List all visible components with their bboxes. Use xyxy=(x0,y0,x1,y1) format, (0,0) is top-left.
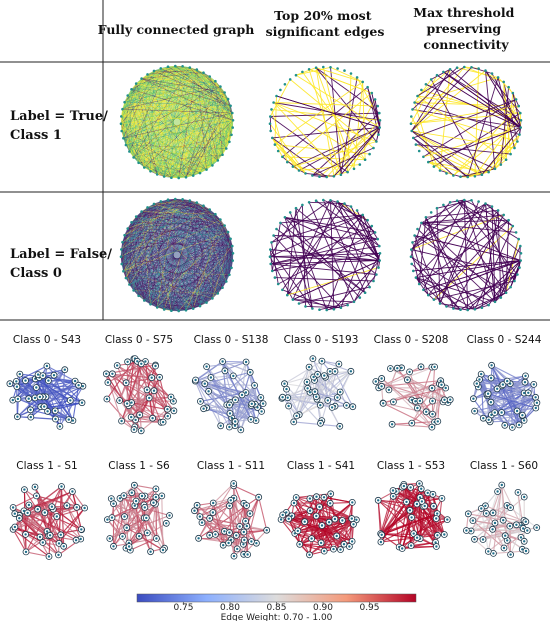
colorbar xyxy=(136,593,417,603)
network-class0-s244 xyxy=(469,361,541,431)
network-class0-s75 xyxy=(102,355,178,435)
panel-title-class0-s208: Class 0 - S208 xyxy=(374,334,449,346)
row-label-false: Label = False/ Class 0 xyxy=(10,247,117,281)
network-class1-s60 xyxy=(462,481,541,558)
panel-title-class0-s75: Class 0 - S75 xyxy=(105,334,173,346)
graph-true-fully-connected xyxy=(119,64,235,180)
panel-title-class1-s11: Class 1 - S11 xyxy=(197,460,265,472)
graph-false-fully-connected xyxy=(119,197,235,313)
network-class1-s6 xyxy=(104,481,173,556)
network-class1-s1 xyxy=(9,483,88,560)
panel-title-class0-s138: Class 0 - S138 xyxy=(194,334,269,346)
panel-title-class0-s193: Class 0 - S193 xyxy=(284,334,359,346)
network-class0-s208 xyxy=(372,363,454,431)
network-class0-s43 xyxy=(6,362,87,430)
network-class1-s41 xyxy=(277,490,360,559)
colorbar-tick-label: 0.80 xyxy=(220,603,240,613)
network-class1-s53 xyxy=(374,480,451,552)
colorbar-ticks xyxy=(183,602,370,605)
panel-title-class1-s60: Class 1 - S60 xyxy=(470,460,538,472)
panel-title-class1-s1: Class 1 - S1 xyxy=(16,460,77,472)
network-class0-s193 xyxy=(278,355,357,430)
panel-title-class1-s53: Class 1 - S53 xyxy=(377,460,445,472)
col-header-max-threshold: Max threshold preserving connectivity xyxy=(413,5,518,52)
colorbar-tick-label: 0.75 xyxy=(173,603,193,613)
col-header-top20: Top 20% most significant edges xyxy=(266,8,385,39)
row-label-true: Label = True/ Class 1 xyxy=(10,109,112,143)
network-class1-s11 xyxy=(191,480,271,560)
panel-title-class0-s244: Class 0 - S244 xyxy=(467,334,542,346)
graph-false-top20 xyxy=(268,198,382,312)
graph-true-max-threshold xyxy=(409,65,523,179)
colorbar-tick-label: 0.95 xyxy=(359,603,379,613)
panel-title-class1-s41: Class 1 - S41 xyxy=(287,460,355,472)
col-header-fully-connected: Fully connected graph xyxy=(98,22,255,37)
network-class0-s138 xyxy=(191,358,267,434)
panel-title-class1-s6: Class 1 - S6 xyxy=(108,460,170,472)
panel-title-class0-s43: Class 0 - S43 xyxy=(13,334,81,346)
table-grid xyxy=(0,0,550,321)
graph-true-top20 xyxy=(268,65,382,179)
colorbar-label: Edge Weight: 0.70 - 1.00 xyxy=(221,613,333,621)
colorbar-tick-label: 0.90 xyxy=(313,603,333,613)
colorbar-tick-label: 0.85 xyxy=(266,603,286,613)
graph-false-max-threshold xyxy=(409,198,523,312)
